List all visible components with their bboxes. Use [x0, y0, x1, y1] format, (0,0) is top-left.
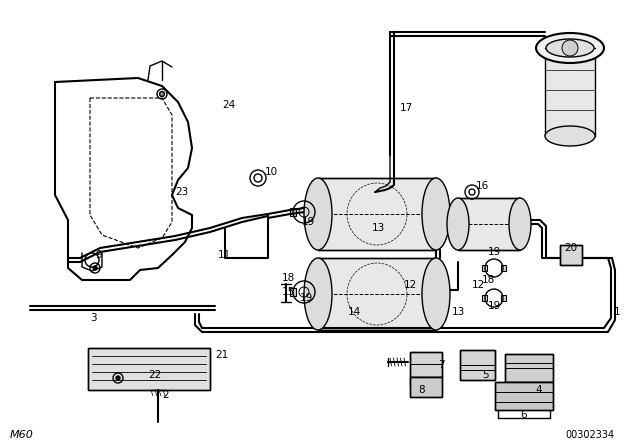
- Bar: [410, 352, 442, 377]
- Text: 00302334: 00302334: [565, 430, 614, 440]
- Bar: [460, 350, 495, 380]
- Text: 16: 16: [476, 181, 489, 191]
- Text: 3: 3: [90, 313, 97, 323]
- Text: 18: 18: [282, 273, 295, 283]
- Text: 10: 10: [265, 167, 278, 177]
- Bar: [495, 382, 553, 410]
- Ellipse shape: [304, 258, 332, 330]
- Bar: [410, 377, 442, 397]
- Ellipse shape: [447, 198, 469, 250]
- Text: 8: 8: [418, 385, 424, 395]
- Text: 15: 15: [282, 287, 295, 297]
- Text: 23: 23: [175, 187, 188, 197]
- Bar: [482, 295, 487, 301]
- Bar: [312, 208, 318, 216]
- Bar: [505, 354, 553, 382]
- Text: 14: 14: [348, 307, 361, 317]
- Ellipse shape: [509, 198, 531, 250]
- Circle shape: [562, 40, 578, 56]
- Text: 7: 7: [438, 360, 445, 370]
- Ellipse shape: [422, 178, 450, 250]
- Text: 13: 13: [452, 307, 465, 317]
- Bar: [312, 288, 318, 296]
- Text: 18: 18: [482, 275, 495, 285]
- Bar: [458, 198, 520, 250]
- Text: 12: 12: [404, 280, 417, 290]
- Text: 19: 19: [488, 247, 501, 257]
- Circle shape: [159, 91, 164, 96]
- Bar: [482, 265, 487, 271]
- Text: 21: 21: [215, 350, 228, 360]
- Text: 24: 24: [222, 100, 236, 110]
- Bar: [545, 48, 595, 136]
- Text: 13: 13: [372, 223, 385, 233]
- Bar: [410, 377, 442, 397]
- Ellipse shape: [304, 178, 332, 250]
- Text: 5: 5: [482, 370, 488, 380]
- Bar: [290, 208, 296, 216]
- Text: 1: 1: [614, 307, 621, 317]
- Text: 22: 22: [148, 370, 161, 380]
- Bar: [460, 350, 495, 380]
- Bar: [560, 245, 582, 265]
- Bar: [318, 258, 436, 330]
- Text: 17: 17: [400, 103, 413, 113]
- Text: 9: 9: [95, 250, 102, 260]
- Bar: [501, 265, 506, 271]
- Circle shape: [93, 266, 97, 270]
- Bar: [410, 352, 442, 377]
- Text: 19: 19: [300, 293, 313, 303]
- Bar: [88, 348, 210, 390]
- Circle shape: [116, 376, 120, 380]
- Ellipse shape: [545, 126, 595, 146]
- Text: 11: 11: [218, 250, 231, 260]
- Ellipse shape: [422, 258, 450, 330]
- Text: 12: 12: [472, 280, 485, 290]
- Bar: [505, 354, 553, 382]
- Text: 2: 2: [162, 390, 168, 400]
- Text: 20: 20: [564, 243, 577, 253]
- Bar: [88, 348, 210, 390]
- Text: 19: 19: [488, 301, 501, 311]
- Bar: [318, 178, 436, 250]
- Bar: [501, 295, 506, 301]
- Ellipse shape: [546, 39, 594, 57]
- Text: 4: 4: [535, 385, 541, 395]
- Text: 19: 19: [302, 217, 316, 227]
- Ellipse shape: [536, 33, 604, 63]
- Bar: [560, 245, 582, 265]
- Text: 6: 6: [520, 410, 527, 420]
- Text: M60: M60: [10, 430, 34, 440]
- Bar: [290, 288, 296, 296]
- Bar: [495, 382, 553, 410]
